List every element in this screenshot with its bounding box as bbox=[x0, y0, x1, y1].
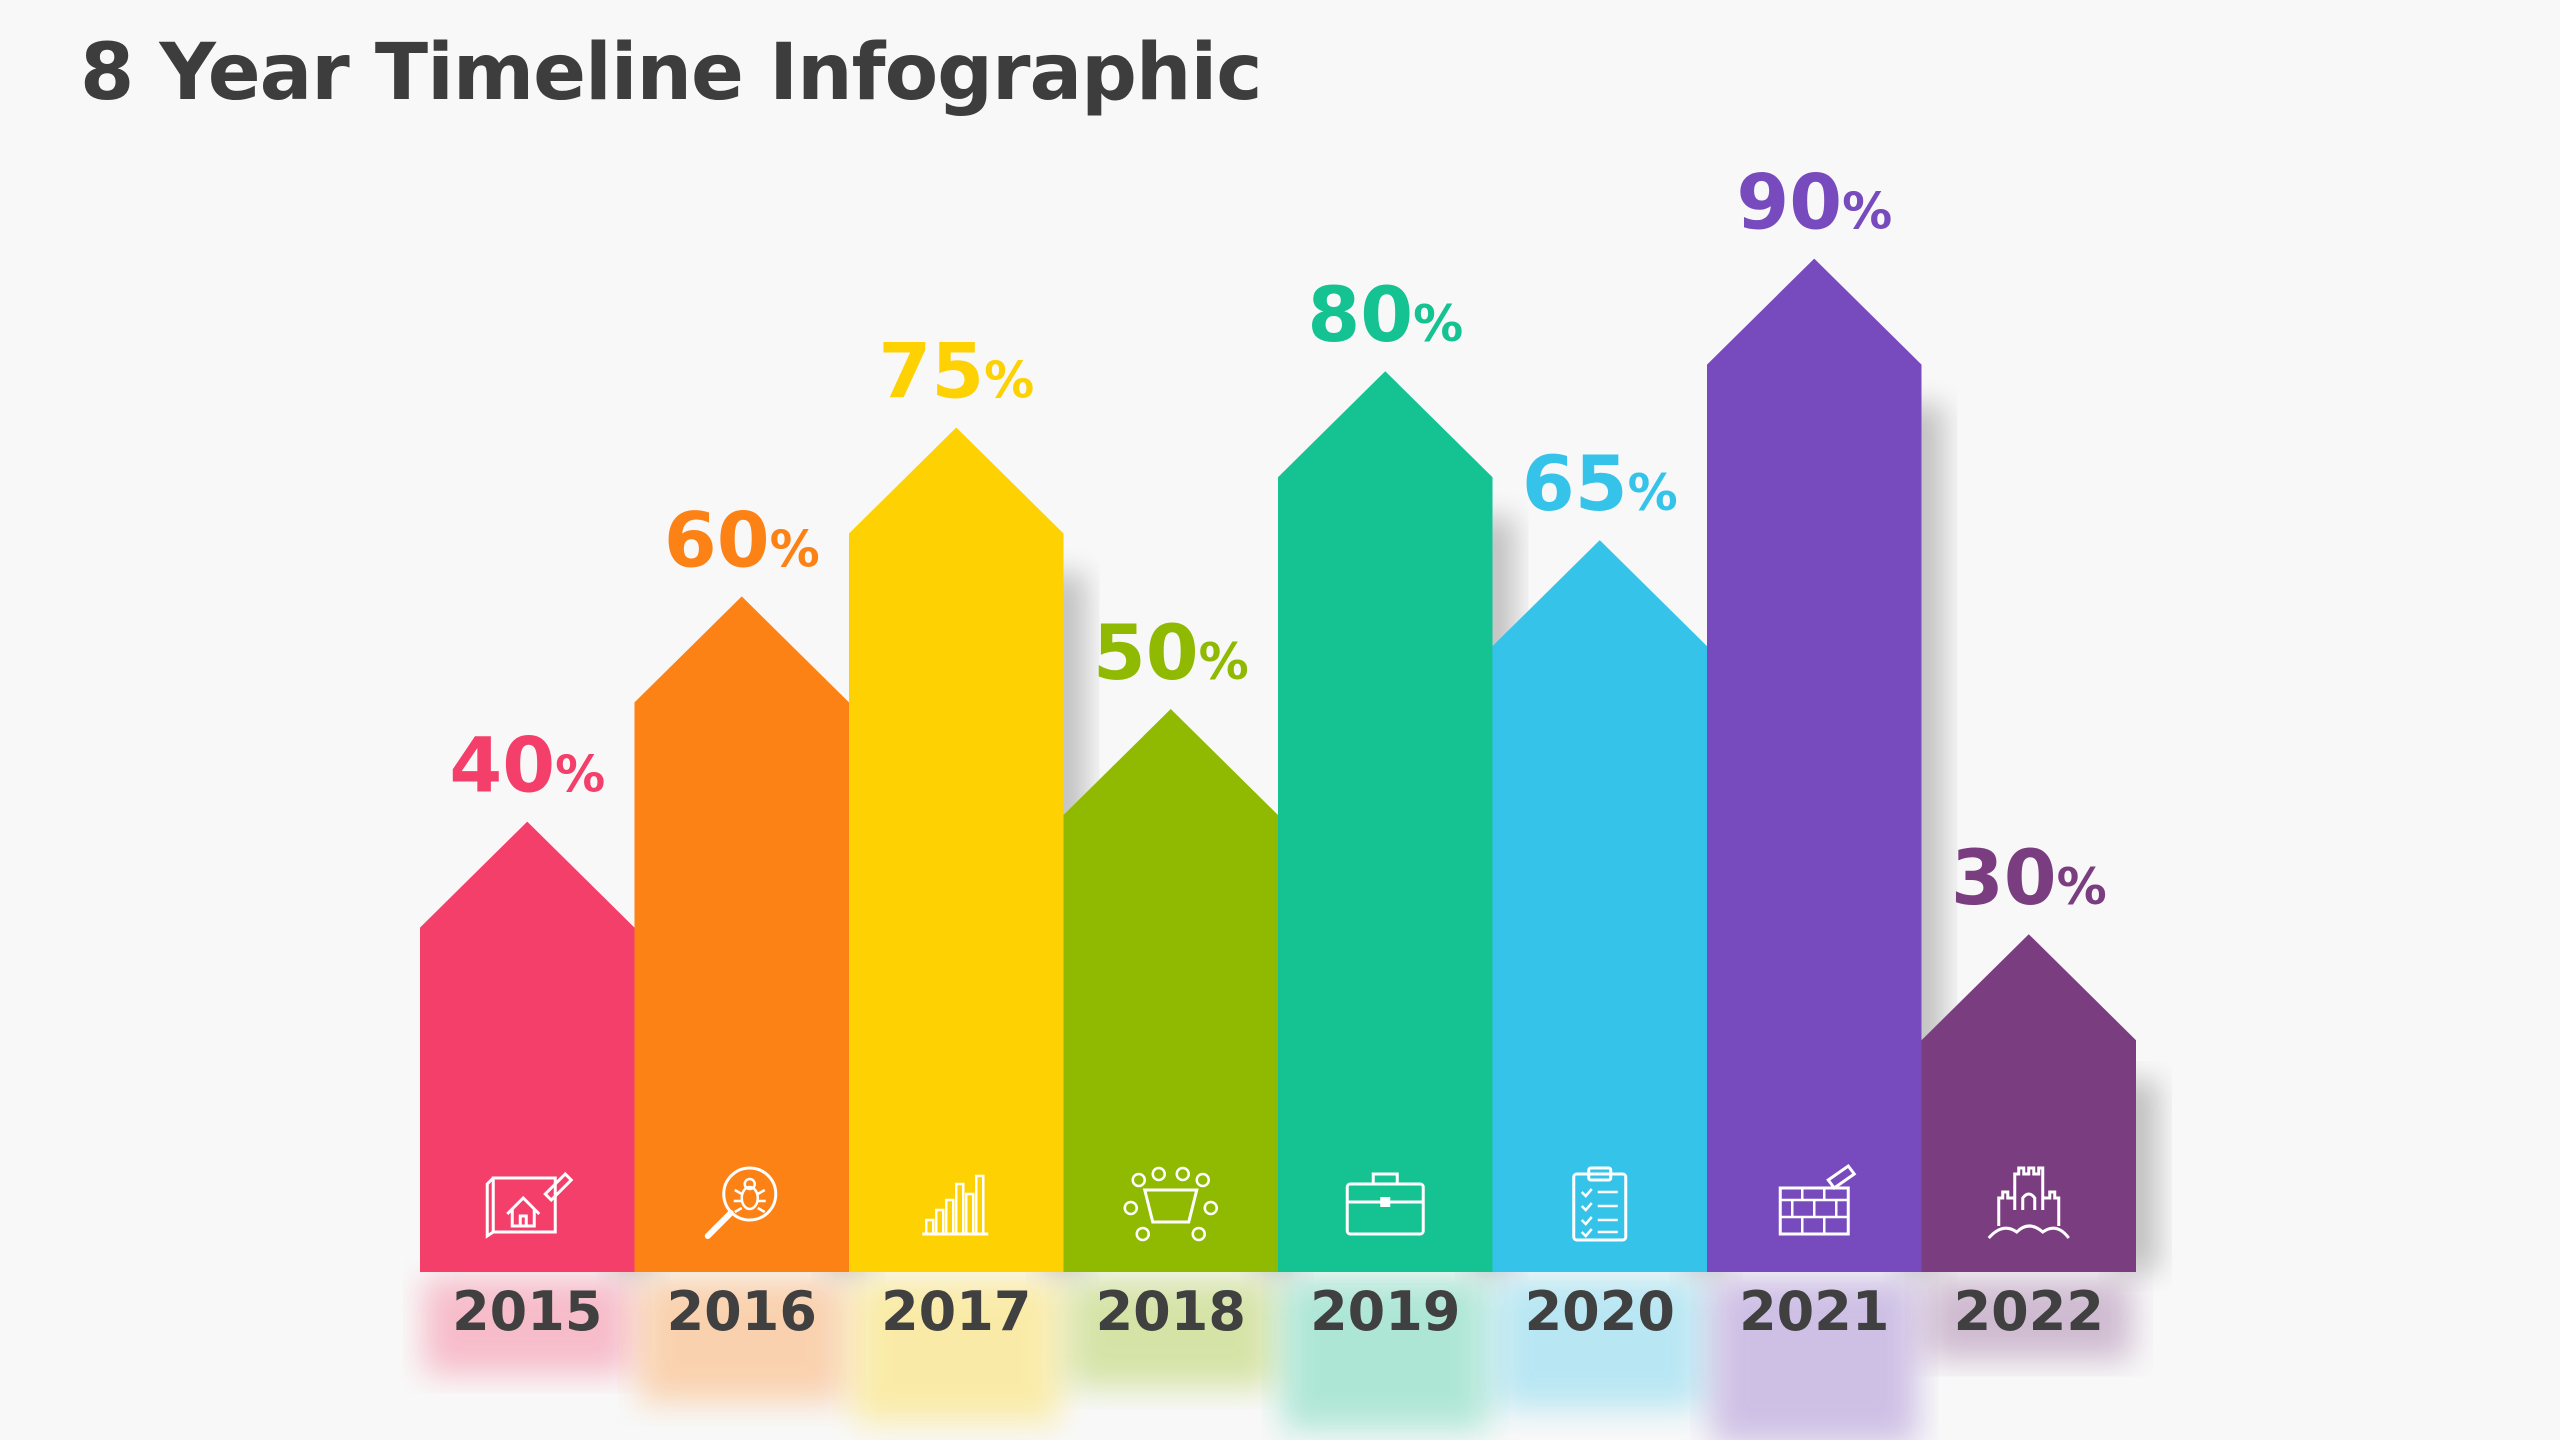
castle-icon bbox=[1987, 1166, 2070, 1240]
bar-2015 bbox=[420, 821, 635, 1272]
year-label-2020: 2020 bbox=[1525, 1280, 1675, 1343]
bar-2017 bbox=[849, 427, 1064, 1272]
bar-2021 bbox=[1707, 258, 1922, 1273]
value-label-2019: 80% bbox=[1307, 270, 1463, 359]
year-label-2021: 2021 bbox=[1739, 1280, 1889, 1343]
year-label-2019: 2019 bbox=[1310, 1280, 1460, 1343]
page-title: 8 Year Timeline Infographic bbox=[80, 28, 1262, 118]
bar-reflection bbox=[638, 1278, 845, 1402]
bar-reflection bbox=[1067, 1278, 1274, 1388]
bar-reflection bbox=[1282, 1278, 1489, 1430]
bar-reflection bbox=[1496, 1278, 1703, 1409]
bar-2019 bbox=[1278, 371, 1493, 1272]
bar-2020 bbox=[1492, 540, 1707, 1272]
value-label-2022: 30% bbox=[1951, 833, 2107, 922]
bar-2022 bbox=[1921, 934, 2136, 1272]
bar-reflections bbox=[424, 1278, 2132, 1440]
bar-icons bbox=[485, 1163, 2070, 1242]
bar-reflection bbox=[424, 1278, 631, 1374]
year-label-2022: 2022 bbox=[1954, 1280, 2104, 1343]
value-label-2017: 75% bbox=[878, 327, 1034, 416]
value-label-2020: 65% bbox=[1522, 439, 1678, 528]
bar-reflection bbox=[1925, 1278, 2132, 1360]
bar-2018 bbox=[1063, 709, 1278, 1272]
bars bbox=[420, 258, 2136, 1273]
clipboard-checklist-icon bbox=[1572, 1166, 1628, 1242]
value-labels: 40% 60% 75% 50% 80% 65% 90% 30% bbox=[449, 158, 2106, 923]
value-label-2015: 40% bbox=[449, 721, 605, 810]
year-labels: 2015 2016 2017 2018 2019 2020 2021 2022 bbox=[452, 1280, 2104, 1343]
value-label-2016: 60% bbox=[664, 495, 820, 584]
value-label-2018: 50% bbox=[1093, 608, 1249, 697]
brick-wall-icon bbox=[1778, 1163, 1857, 1236]
bar-reflection bbox=[1711, 1278, 1918, 1440]
briefcase-icon bbox=[1345, 1172, 1425, 1236]
bar-chart-icon bbox=[922, 1174, 989, 1236]
bar-2016 bbox=[634, 596, 849, 1272]
year-label-2015: 2015 bbox=[452, 1280, 602, 1343]
year-label-2016: 2016 bbox=[667, 1280, 817, 1343]
year-label-2017: 2017 bbox=[881, 1280, 1031, 1343]
year-label-2018: 2018 bbox=[1096, 1280, 1246, 1343]
meeting-table-icon bbox=[1123, 1166, 1218, 1242]
value-label-2021: 90% bbox=[1736, 158, 1892, 247]
house-blueprint-icon bbox=[485, 1171, 574, 1239]
bar-reflection bbox=[853, 1278, 1060, 1423]
bug-search-icon bbox=[704, 1166, 778, 1239]
